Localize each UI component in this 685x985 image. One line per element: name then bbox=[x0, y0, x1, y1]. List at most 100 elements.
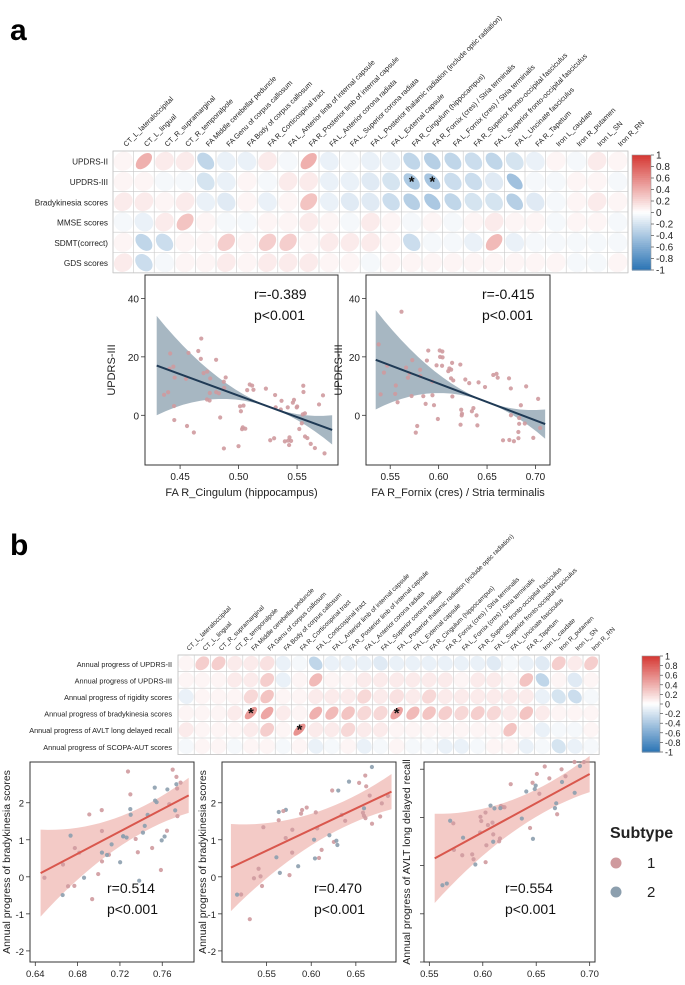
colorbar-segment bbox=[632, 170, 651, 173]
corr-ellipse bbox=[486, 705, 502, 721]
colorbar-segment bbox=[642, 708, 660, 711]
scatter-a-fornix: 0.55 0.60 0.65 0.70 0 20 40 FA R_Fornix (cres) … bbox=[333, 274, 551, 499]
scatter-point bbox=[104, 852, 110, 858]
corr-ellipse bbox=[518, 722, 534, 738]
scatter-point bbox=[511, 439, 516, 444]
corr-ellipse bbox=[505, 212, 525, 232]
colorbar-segment bbox=[632, 210, 651, 214]
corr-ellipse bbox=[535, 722, 550, 738]
colorbar-segment bbox=[642, 673, 660, 676]
corr-ellipse bbox=[583, 738, 599, 754]
colorbar-segment bbox=[632, 178, 651, 181]
scatter-point bbox=[268, 438, 273, 443]
scatter-point bbox=[491, 839, 496, 844]
corr-ellipse bbox=[194, 722, 210, 738]
corr-ellipse bbox=[356, 672, 372, 688]
x-tick-label: 0.50 bbox=[229, 472, 249, 483]
scatter-point bbox=[506, 376, 512, 381]
x-tick-label: 0.60 bbox=[474, 969, 493, 980]
scatter-point bbox=[500, 438, 506, 443]
scatter-point bbox=[559, 779, 565, 785]
scatter-point bbox=[313, 810, 318, 815]
scatter-point bbox=[300, 807, 305, 813]
scatter-point bbox=[308, 441, 313, 446]
scatter-point bbox=[415, 423, 420, 429]
corr-ellipse bbox=[566, 171, 587, 192]
corr-ellipse bbox=[260, 672, 275, 687]
y-tick-label: -1 bbox=[16, 910, 24, 921]
corr-ellipse bbox=[405, 689, 421, 704]
corr-ellipse bbox=[535, 673, 550, 687]
corr-ellipse bbox=[551, 705, 567, 721]
colorbar-segment bbox=[632, 262, 651, 265]
scatter-point bbox=[478, 814, 483, 819]
x-tick-label: 0.45 bbox=[170, 472, 190, 483]
colorbar-segment bbox=[642, 740, 660, 743]
scatter-point bbox=[245, 388, 250, 393]
colorbar-segment bbox=[632, 266, 651, 269]
colorbar-segment bbox=[642, 732, 660, 735]
x-tick-label: 0.65 bbox=[477, 472, 497, 483]
corr-ellipse bbox=[587, 253, 607, 273]
colorbar-segment bbox=[632, 245, 651, 248]
corr-ellipse bbox=[454, 738, 469, 754]
corr-ellipse bbox=[373, 689, 388, 704]
r-value: r=0.554 bbox=[505, 880, 553, 896]
corr-ellipse bbox=[437, 655, 453, 671]
corr-ellipse bbox=[243, 738, 259, 754]
corr-ellipse bbox=[470, 655, 486, 671]
colorbar-segment bbox=[632, 199, 651, 202]
corr-ellipse bbox=[422, 706, 436, 720]
colorbar-segment bbox=[632, 158, 651, 162]
scatter-point bbox=[479, 818, 484, 824]
colorbar-segment bbox=[632, 243, 651, 246]
regression-line bbox=[156, 364, 333, 431]
scatter-point bbox=[158, 867, 164, 873]
scatter-point bbox=[281, 808, 286, 814]
scatter-point bbox=[234, 892, 240, 897]
corr-ellipse bbox=[502, 738, 518, 754]
corr-ellipse bbox=[324, 689, 340, 704]
scatter-point bbox=[201, 370, 206, 376]
corr-ellipse bbox=[484, 212, 504, 232]
colorbar-segment bbox=[632, 224, 651, 227]
scatter-point bbox=[191, 430, 196, 435]
corr-ellipse bbox=[299, 232, 319, 252]
corr-ellipse bbox=[275, 705, 291, 721]
scatter-point bbox=[124, 835, 129, 840]
corr-ellipse bbox=[506, 193, 524, 211]
colorbar-segment bbox=[642, 667, 660, 670]
r-value: r=0.514 bbox=[107, 880, 155, 896]
corr-ellipse bbox=[237, 171, 257, 192]
corr-ellipse bbox=[237, 232, 257, 252]
corr-ellipse bbox=[525, 171, 545, 192]
corr-ellipse bbox=[389, 672, 405, 688]
corr-ellipse bbox=[382, 172, 401, 191]
colorbar-segment bbox=[642, 712, 660, 715]
corr-ellipse bbox=[196, 192, 216, 212]
corr-ellipse bbox=[373, 705, 388, 721]
corr-ellipse bbox=[403, 173, 420, 190]
scatter-point bbox=[196, 348, 201, 354]
corr-ellipse bbox=[422, 232, 442, 252]
x-tick-label: 0.55 bbox=[257, 969, 276, 980]
corr-ellipse bbox=[382, 193, 400, 211]
scatter-point bbox=[470, 852, 475, 857]
corr-ellipse bbox=[175, 192, 195, 212]
scatter-point bbox=[208, 376, 213, 381]
corr-ellipse bbox=[484, 172, 504, 191]
corr-ellipse bbox=[402, 212, 422, 232]
scatter-point bbox=[152, 785, 157, 790]
corr-ellipse bbox=[244, 706, 258, 720]
colorbar-segment bbox=[632, 250, 651, 254]
y-tick-label: -1 bbox=[208, 910, 216, 921]
scatter-point bbox=[174, 782, 179, 787]
scatter-point bbox=[516, 436, 521, 441]
y-tick-label: 0 bbox=[211, 873, 216, 884]
corr-ellipse bbox=[587, 212, 607, 232]
scatter-point bbox=[554, 801, 559, 806]
corr-ellipse bbox=[405, 738, 421, 754]
scatter-point bbox=[552, 805, 558, 811]
corr-ellipse bbox=[325, 706, 339, 720]
colorbar-segment bbox=[632, 201, 651, 204]
